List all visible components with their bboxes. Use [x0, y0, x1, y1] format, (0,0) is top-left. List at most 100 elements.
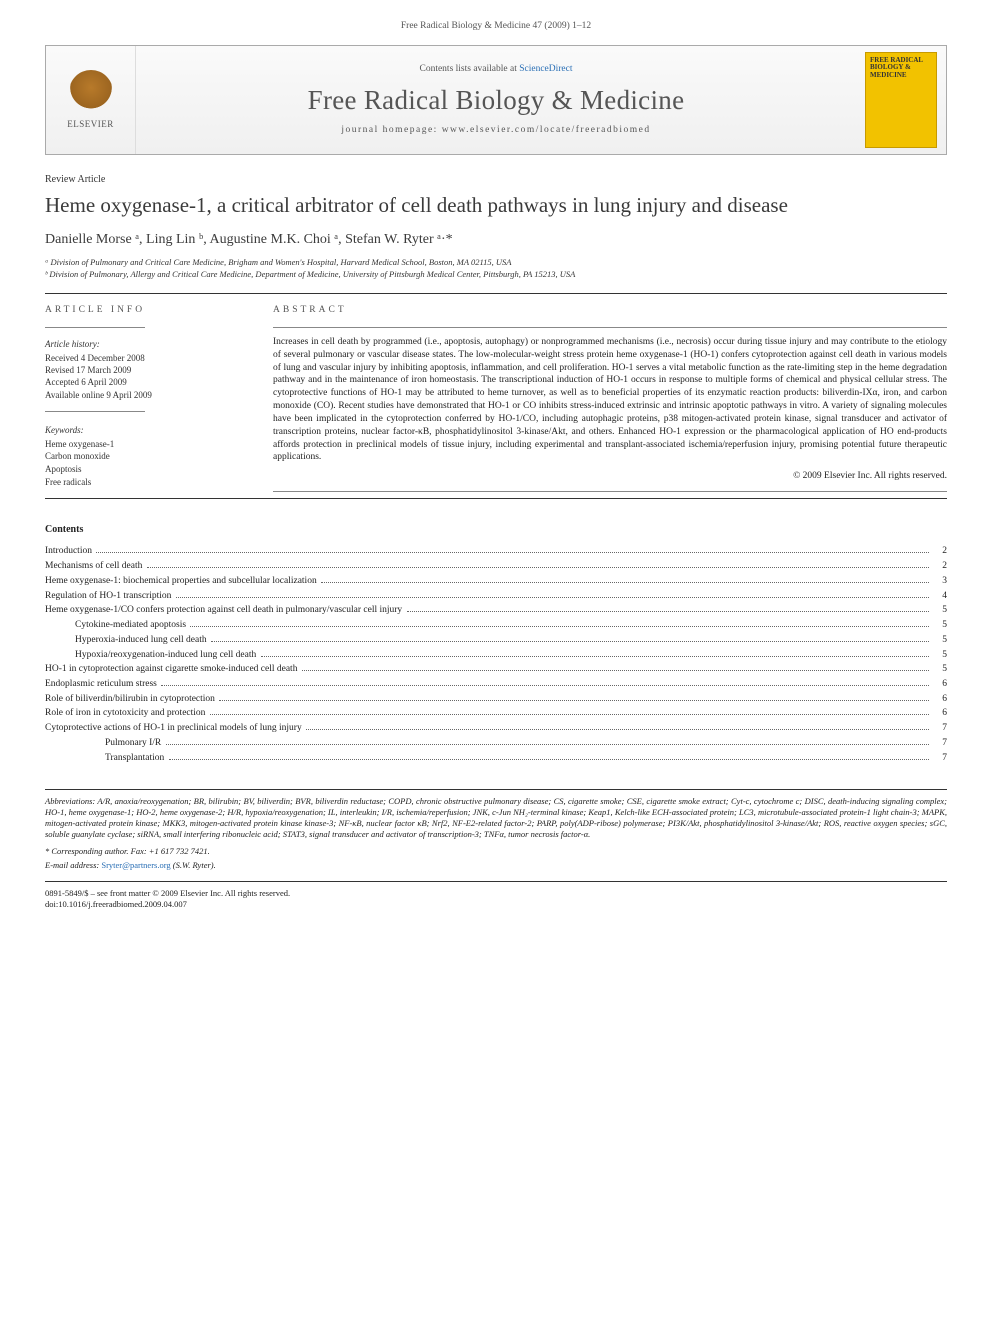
toc-dots: [321, 582, 929, 583]
toc-row: Transplantation 7: [45, 751, 947, 766]
keyword: Free radicals: [45, 476, 245, 489]
abbrev-label: Abbreviations:: [45, 796, 95, 806]
toc-dots: [190, 626, 929, 627]
history-line: Received 4 December 2008: [45, 352, 245, 364]
contents-lists-line: Contents lists available at ScienceDirec…: [419, 63, 572, 76]
history-line: Revised 17 March 2009: [45, 364, 245, 376]
sciencedirect-link[interactable]: ScienceDirect: [519, 64, 572, 74]
footnotes: Abbreviations: A/R, anoxia/reoxygenation…: [45, 789, 947, 870]
toc-label: Regulation of HO-1 transcription: [45, 589, 174, 604]
toc-label: Transplantation: [45, 751, 167, 766]
elsevier-tree-icon: [69, 70, 113, 114]
toc-page: 2: [931, 544, 947, 559]
cover-title: FREE RADICAL BIOLOGY & MEDICINE: [870, 57, 932, 79]
toc-label: Role of biliverdin/bilirubin in cytoprot…: [45, 692, 217, 707]
running-head: Free Radical Biology & Medicine 47 (2009…: [45, 20, 947, 33]
toc-row: Cytokine-mediated apoptosis 5: [45, 618, 947, 633]
affiliation: ᵃ Division of Pulmonary and Critical Car…: [45, 257, 947, 269]
article-info-head: ARTICLE INFO: [45, 304, 245, 317]
toc-row: Heme oxygenase-1/CO confers protection a…: [45, 603, 947, 618]
article-type: Review Article: [45, 173, 947, 187]
abbrev-text: A/R, anoxia/reoxygenation; BR, bilirubin…: [45, 796, 947, 839]
toc-dots: [306, 729, 929, 730]
corresponding-author: * Corresponding author. Fax: +1 617 732 …: [45, 846, 947, 857]
issn-block: 0891-5849/$ – see front matter © 2009 El…: [45, 888, 947, 911]
toc-dots: [169, 759, 929, 760]
email-label: E-mail address:: [45, 860, 99, 870]
email-line: E-mail address: Sryter@partners.org (S.W…: [45, 860, 947, 871]
toc-page: 6: [931, 706, 947, 721]
toc-page: 7: [931, 751, 947, 766]
article-info: ARTICLE INFO Article history: Received 4…: [45, 304, 245, 492]
toc-row: Mechanisms of cell death 2: [45, 559, 947, 574]
toc-page: 4: [931, 589, 947, 604]
toc-page: 6: [931, 692, 947, 707]
toc-dots: [210, 714, 929, 715]
toc-page: 2: [931, 559, 947, 574]
article-title: Heme oxygenase-1, a critical arbitrator …: [45, 192, 947, 218]
toc-page: 5: [931, 618, 947, 633]
keyword: Heme oxygenase-1: [45, 438, 245, 451]
toc-row: Regulation of HO-1 transcription 4: [45, 589, 947, 604]
table-of-contents: Introduction 2Mechanisms of cell death 2…: [45, 544, 947, 765]
toc-row: HO-1 in cytoprotection against cigarette…: [45, 662, 947, 677]
author-list: Danielle Morse ᵃ, Ling Lin ᵇ, Augustine …: [45, 231, 947, 250]
toc-page: 5: [931, 633, 947, 648]
toc-dots: [147, 567, 929, 568]
abstract-text: Increases in cell death by programmed (i…: [273, 336, 947, 464]
toc-label: Heme oxygenase-1: biochemical properties…: [45, 574, 319, 589]
toc-row: Role of biliverdin/bilirubin in cytoprot…: [45, 692, 947, 707]
history-line: Available online 9 April 2009: [45, 389, 245, 401]
copyright-line: © 2009 Elsevier Inc. All rights reserved…: [273, 470, 947, 483]
toc-label: Introduction: [45, 544, 94, 559]
contents-head: Contents: [45, 523, 947, 537]
toc-dots: [219, 700, 929, 701]
history-line: Accepted 6 April 2009: [45, 376, 245, 388]
toc-dots: [176, 597, 929, 598]
toc-label: Endoplasmic reticulum stress: [45, 677, 159, 692]
lists-prefix: Contents lists available at: [419, 64, 519, 74]
toc-label: Heme oxygenase-1/CO confers protection a…: [45, 603, 405, 618]
toc-row: Heme oxygenase-1: biochemical properties…: [45, 574, 947, 589]
email-tail: (S.W. Ryter).: [171, 860, 216, 870]
toc-page: 5: [931, 648, 947, 663]
journal-cover: FREE RADICAL BIOLOGY & MEDICINE: [856, 46, 946, 154]
history-label: Article history:: [45, 338, 245, 350]
toc-row: Cytoprotective actions of HO-1 in precli…: [45, 721, 947, 736]
abstract: ABSTRACT Increases in cell death by prog…: [273, 304, 947, 492]
toc-dots: [161, 685, 929, 686]
divider: [45, 498, 947, 499]
info-abstract-row: ARTICLE INFO Article history: Received 4…: [45, 304, 947, 492]
publisher-name: ELSEVIER: [67, 118, 114, 130]
toc-label: Mechanisms of cell death: [45, 559, 145, 574]
toc-row: Pulmonary I/R 7: [45, 736, 947, 751]
toc-label: Cytokine-mediated apoptosis: [45, 618, 188, 633]
divider: [45, 881, 947, 882]
toc-page: 5: [931, 603, 947, 618]
toc-label: Hyperoxia-induced lung cell death: [45, 633, 209, 648]
toc-row: Hyperoxia-induced lung cell death 5: [45, 633, 947, 648]
keyword: Apoptosis: [45, 463, 245, 476]
abstract-head: ABSTRACT: [273, 304, 947, 317]
toc-dots: [302, 670, 929, 671]
toc-label: Cytoprotective actions of HO-1 in precli…: [45, 721, 304, 736]
toc-label: HO-1 in cytoprotection against cigarette…: [45, 662, 300, 677]
doi-line: doi:10.1016/j.freeradbiomed.2009.04.007: [45, 899, 947, 910]
toc-row: Hypoxia/reoxygenation-induced lung cell …: [45, 648, 947, 663]
divider: [45, 293, 947, 294]
journal-banner: ELSEVIER Contents lists available at Sci…: [45, 45, 947, 155]
toc-row: Role of iron in cytotoxicity and protect…: [45, 706, 947, 721]
email-address[interactable]: Sryter@partners.org: [101, 860, 170, 870]
toc-page: 5: [931, 662, 947, 677]
affiliation: ᵇ Division of Pulmonary, Allergy and Cri…: [45, 269, 947, 281]
journal-homepage: journal homepage: www.elsevier.com/locat…: [341, 124, 650, 137]
toc-dots: [166, 744, 929, 745]
keyword: Carbon monoxide: [45, 450, 245, 463]
keywords-label: Keywords:: [45, 424, 245, 436]
toc-label: Role of iron in cytotoxicity and protect…: [45, 706, 208, 721]
toc-page: 3: [931, 574, 947, 589]
toc-page: 7: [931, 721, 947, 736]
cover-thumbnail: FREE RADICAL BIOLOGY & MEDICINE: [865, 52, 937, 148]
issn-line: 0891-5849/$ – see front matter © 2009 El…: [45, 888, 947, 899]
toc-label: Pulmonary I/R: [45, 736, 164, 751]
